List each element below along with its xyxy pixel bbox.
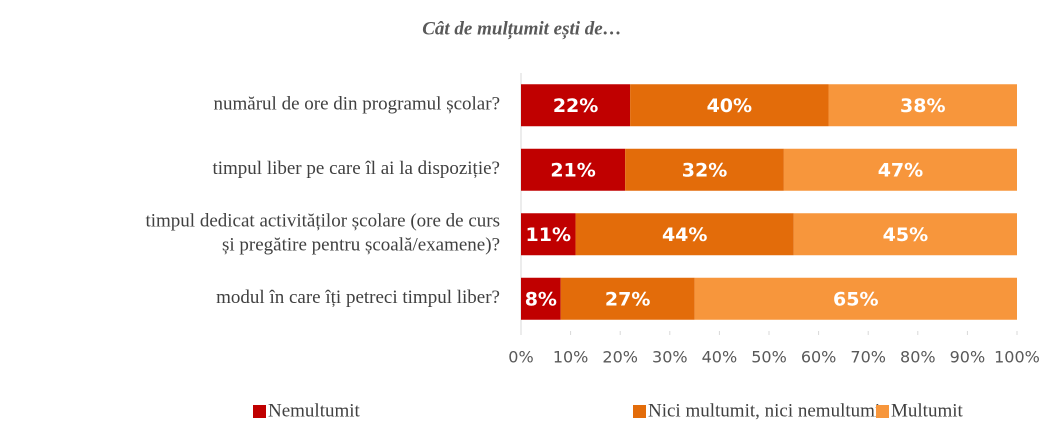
y-tick-label: timpul dedicat activităților școlare (or… <box>145 211 500 232</box>
y-tick-label: și pregătire pentru școală/examene)? <box>222 235 500 256</box>
data-label: 32% <box>682 159 727 181</box>
chart-title: Cât de mulțumit ești de… <box>422 18 622 39</box>
data-label: 45% <box>883 224 928 246</box>
x-tick-label: 40% <box>702 348 738 367</box>
bar-segment <box>575 213 794 256</box>
data-label: 40% <box>707 95 752 117</box>
data-label: 8% <box>525 288 557 310</box>
x-tick-label: 70% <box>850 348 886 367</box>
y-tick-label: modul în care îți petreci timpul liber? <box>216 287 500 308</box>
bar-segment <box>521 277 561 320</box>
x-tick-label: 90% <box>950 348 986 367</box>
data-label: 38% <box>900 95 945 117</box>
bar-segment <box>521 213 576 256</box>
data-label: 44% <box>662 224 707 246</box>
legend-label: Nici multumit, nici nemultumit <box>648 400 886 421</box>
data-label: 65% <box>833 288 878 310</box>
legend-label: Nemultumit <box>268 400 361 421</box>
data-label: 11% <box>526 224 571 246</box>
bar-segment <box>630 84 829 127</box>
bar-segment <box>694 277 1017 320</box>
data-label: 22% <box>553 95 598 117</box>
legend-swatch <box>876 405 889 418</box>
data-label: 21% <box>550 159 595 181</box>
y-tick-label: timpul liber pe care îl ai la dispoziție… <box>212 158 500 179</box>
bar-segment <box>793 213 1017 256</box>
y-tick-label: numărul de ore din programul școlar? <box>214 94 500 115</box>
x-tick-label: 30% <box>652 348 688 367</box>
x-tick-label: 50% <box>751 348 787 367</box>
bar-segment <box>625 148 784 191</box>
bar-segment <box>560 277 695 320</box>
x-tick-label: 60% <box>801 348 837 367</box>
x-tick-label: 0% <box>508 348 533 367</box>
bar-segment <box>828 84 1017 127</box>
data-label: 47% <box>878 159 923 181</box>
x-tick-label: 80% <box>900 348 936 367</box>
bar-segment <box>783 148 1017 191</box>
x-tick-label: 100% <box>994 348 1040 367</box>
legend-label: Multumit <box>891 400 964 421</box>
legend-swatch <box>253 405 266 418</box>
bar-segment <box>521 84 631 127</box>
bar-segment <box>521 148 626 191</box>
data-label: 27% <box>605 288 650 310</box>
x-tick-label: 20% <box>602 348 638 367</box>
x-tick-label: 10% <box>553 348 589 367</box>
legend-swatch <box>633 405 646 418</box>
